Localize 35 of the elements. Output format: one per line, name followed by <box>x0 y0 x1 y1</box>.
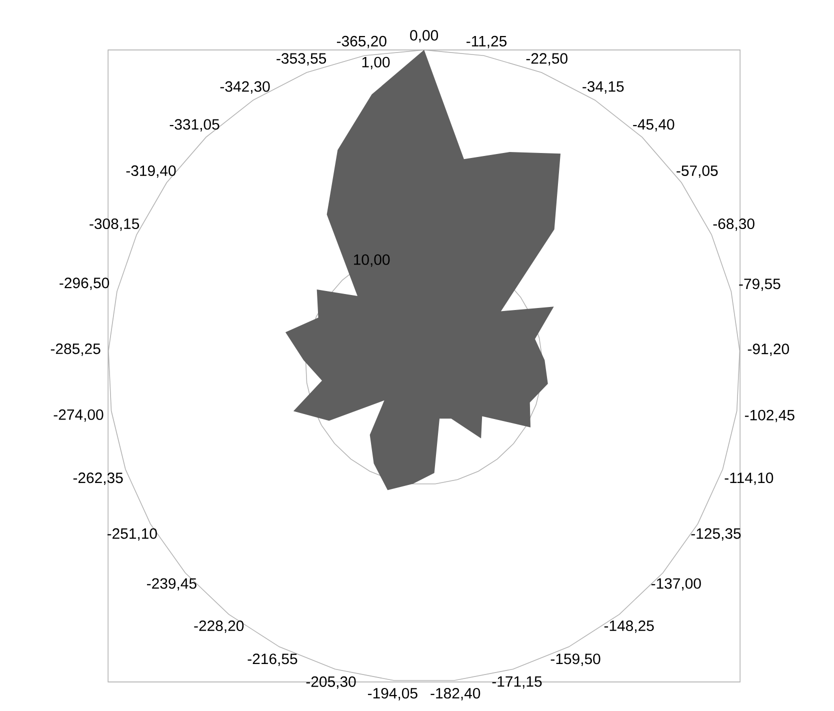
spoke-label: -365,20 <box>336 36 386 48</box>
spoke-label: -125,35 <box>691 528 741 541</box>
spoke-label: -182,40 <box>430 688 480 700</box>
spoke-label: -285,25 <box>50 343 100 356</box>
spoke-label: -251,10 <box>107 528 157 541</box>
spoke-label: -296,50 <box>60 278 110 290</box>
spoke-label: -308,15 <box>90 218 140 231</box>
spoke-label: -319,40 <box>126 165 176 178</box>
spoke-label: -22,50 <box>526 53 568 66</box>
spoke-label: -205,30 <box>306 676 356 689</box>
spoke-label: -239,45 <box>147 578 196 591</box>
spoke-label: -45,40 <box>633 119 674 132</box>
spoke-label: -79,55 <box>739 278 780 291</box>
spoke-label: -194,05 <box>368 688 418 700</box>
y-tick-label: 10,00 <box>354 254 390 267</box>
spoke-label: -331,05 <box>170 119 220 132</box>
spoke-label: -159,50 <box>550 654 600 666</box>
spoke-label: -11,25 <box>466 36 507 48</box>
y-tick-label: 1,00 <box>362 56 390 70</box>
spoke-label: -216,55 <box>248 654 298 666</box>
spoke-label: -171,15 <box>492 676 542 689</box>
spoke-label: 0,00 <box>410 30 438 42</box>
spoke-label: -91,20 <box>748 344 790 356</box>
spoke-label: -262,35 <box>73 472 123 485</box>
spoke-label: -148,25 <box>604 620 654 633</box>
spoke-label: -353,55 <box>276 53 326 66</box>
spoke-label: -57,05 <box>676 165 718 178</box>
spoke-label: -68,30 <box>713 218 754 231</box>
spoke-label: -137,00 <box>651 578 701 591</box>
spoke-label: -114,10 <box>724 472 774 485</box>
spoke-label: -102,45 <box>744 410 794 422</box>
spoke-label: -342,30 <box>220 81 270 94</box>
spoke-label: -34,15 <box>582 81 624 94</box>
spoke-label: -274,00 <box>54 409 104 422</box>
spoke-label: -228,20 <box>194 620 244 633</box>
